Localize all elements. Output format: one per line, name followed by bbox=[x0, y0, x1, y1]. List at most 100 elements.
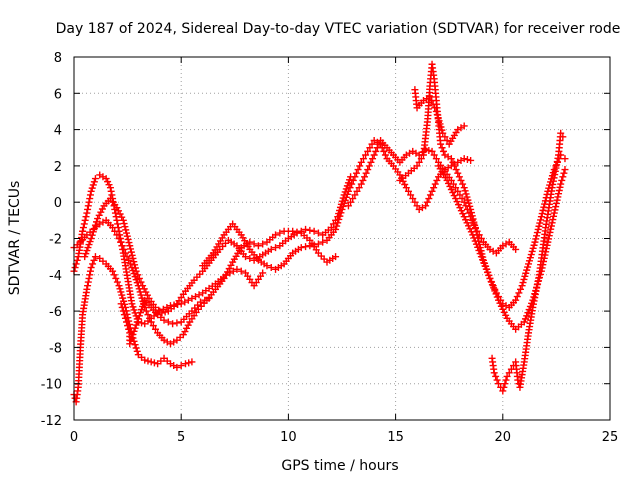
data-point-marker bbox=[488, 281, 496, 289]
data-point-marker bbox=[357, 158, 365, 166]
data-point-marker bbox=[138, 319, 146, 327]
data-point-marker bbox=[479, 256, 487, 264]
data-point-marker bbox=[417, 155, 425, 163]
data-point-marker bbox=[401, 181, 409, 189]
data-point-marker bbox=[85, 198, 93, 206]
data-point-marker bbox=[137, 278, 145, 286]
data-point-marker bbox=[460, 198, 468, 206]
data-point-marker bbox=[191, 293, 199, 301]
data-point-marker bbox=[123, 318, 131, 326]
data-point-marker bbox=[97, 208, 105, 216]
data-point-marker bbox=[426, 191, 434, 199]
data-point-marker bbox=[140, 285, 148, 293]
data-point-marker bbox=[552, 199, 560, 207]
data-point-marker bbox=[184, 296, 192, 304]
data-point-marker bbox=[359, 176, 367, 184]
data-point-marker bbox=[124, 235, 132, 243]
data-point-marker bbox=[272, 231, 280, 239]
data-point-marker bbox=[117, 238, 125, 246]
data-point-marker bbox=[90, 178, 98, 186]
data-point-marker bbox=[462, 190, 470, 198]
data-point-marker bbox=[491, 287, 499, 295]
data-point-marker bbox=[522, 269, 530, 277]
data-point-marker bbox=[119, 307, 127, 315]
x-tick-label: 5 bbox=[177, 430, 185, 445]
data-point-marker bbox=[337, 209, 345, 217]
data-point-marker bbox=[336, 212, 344, 220]
data-point-marker bbox=[368, 140, 376, 148]
data-point-marker bbox=[464, 196, 472, 204]
data-point-marker bbox=[474, 243, 482, 251]
data-point-marker bbox=[334, 219, 342, 227]
data-point-marker bbox=[438, 126, 446, 134]
data-point-marker bbox=[91, 221, 99, 229]
data-point-marker bbox=[469, 215, 477, 223]
y-tick-label: -8 bbox=[49, 341, 62, 356]
data-point-marker bbox=[501, 380, 509, 388]
data-point-marker bbox=[79, 227, 87, 235]
x-tick-label: 20 bbox=[495, 430, 512, 445]
data-point-marker bbox=[333, 222, 341, 230]
data-point-marker bbox=[118, 291, 126, 299]
data-point-marker bbox=[127, 337, 135, 345]
data-point-marker bbox=[302, 225, 310, 233]
data-point-marker bbox=[272, 244, 280, 252]
data-point-marker bbox=[201, 296, 209, 304]
data-point-marker bbox=[557, 129, 565, 137]
data-point-marker bbox=[109, 224, 117, 232]
data-point-marker bbox=[82, 213, 90, 221]
data-point-marker bbox=[135, 312, 143, 320]
data-point-marker bbox=[426, 93, 434, 101]
data-point-marker bbox=[521, 272, 529, 280]
data-point-marker bbox=[433, 111, 441, 119]
data-point-marker bbox=[560, 169, 568, 177]
data-point-marker bbox=[185, 359, 193, 367]
data-point-marker bbox=[555, 190, 563, 198]
data-point-marker bbox=[468, 212, 476, 220]
data-point-marker bbox=[250, 240, 258, 248]
data-point-marker bbox=[455, 173, 463, 181]
data-point-marker bbox=[359, 155, 367, 163]
data-point-marker bbox=[195, 291, 203, 299]
y-tick-label: -4 bbox=[49, 269, 62, 284]
data-point-marker bbox=[521, 315, 529, 323]
data-point-marker bbox=[144, 357, 152, 365]
data-point-marker bbox=[131, 261, 139, 269]
data-point-marker bbox=[130, 327, 138, 335]
data-point-marker bbox=[116, 210, 124, 218]
data-point-marker bbox=[144, 311, 152, 319]
series-track-g bbox=[344, 136, 520, 257]
data-point-marker bbox=[128, 334, 136, 342]
data-point-marker bbox=[125, 239, 133, 247]
data-point-marker bbox=[90, 225, 98, 233]
data-point-marker bbox=[263, 262, 271, 270]
data-point-marker bbox=[411, 198, 419, 206]
data-point-marker bbox=[127, 245, 135, 253]
data-point-marker bbox=[106, 184, 114, 192]
data-point-marker bbox=[116, 285, 124, 293]
data-point-marker bbox=[524, 263, 532, 271]
data-point-marker bbox=[117, 300, 125, 308]
data-point-marker bbox=[367, 158, 375, 166]
y-tick-label: 2 bbox=[54, 160, 62, 175]
data-point-marker bbox=[349, 176, 357, 184]
data-point-marker bbox=[179, 331, 187, 339]
data-point-marker bbox=[558, 176, 566, 184]
data-point-marker bbox=[289, 227, 297, 235]
data-point-marker bbox=[443, 136, 451, 144]
data-point-marker bbox=[561, 155, 569, 163]
data-point-marker bbox=[181, 360, 189, 368]
data-point-marker bbox=[129, 254, 137, 262]
data-point-marker bbox=[451, 162, 459, 170]
data-point-marker bbox=[346, 184, 354, 192]
data-point-marker bbox=[306, 226, 314, 234]
data-point-marker bbox=[351, 191, 359, 199]
data-point-marker bbox=[469, 231, 477, 239]
data-point-marker bbox=[352, 169, 360, 177]
data-point-marker bbox=[183, 324, 191, 332]
data-point-marker bbox=[482, 265, 490, 273]
data-point-marker bbox=[486, 274, 494, 282]
data-point-marker bbox=[133, 318, 141, 326]
data-point-marker bbox=[431, 180, 439, 188]
